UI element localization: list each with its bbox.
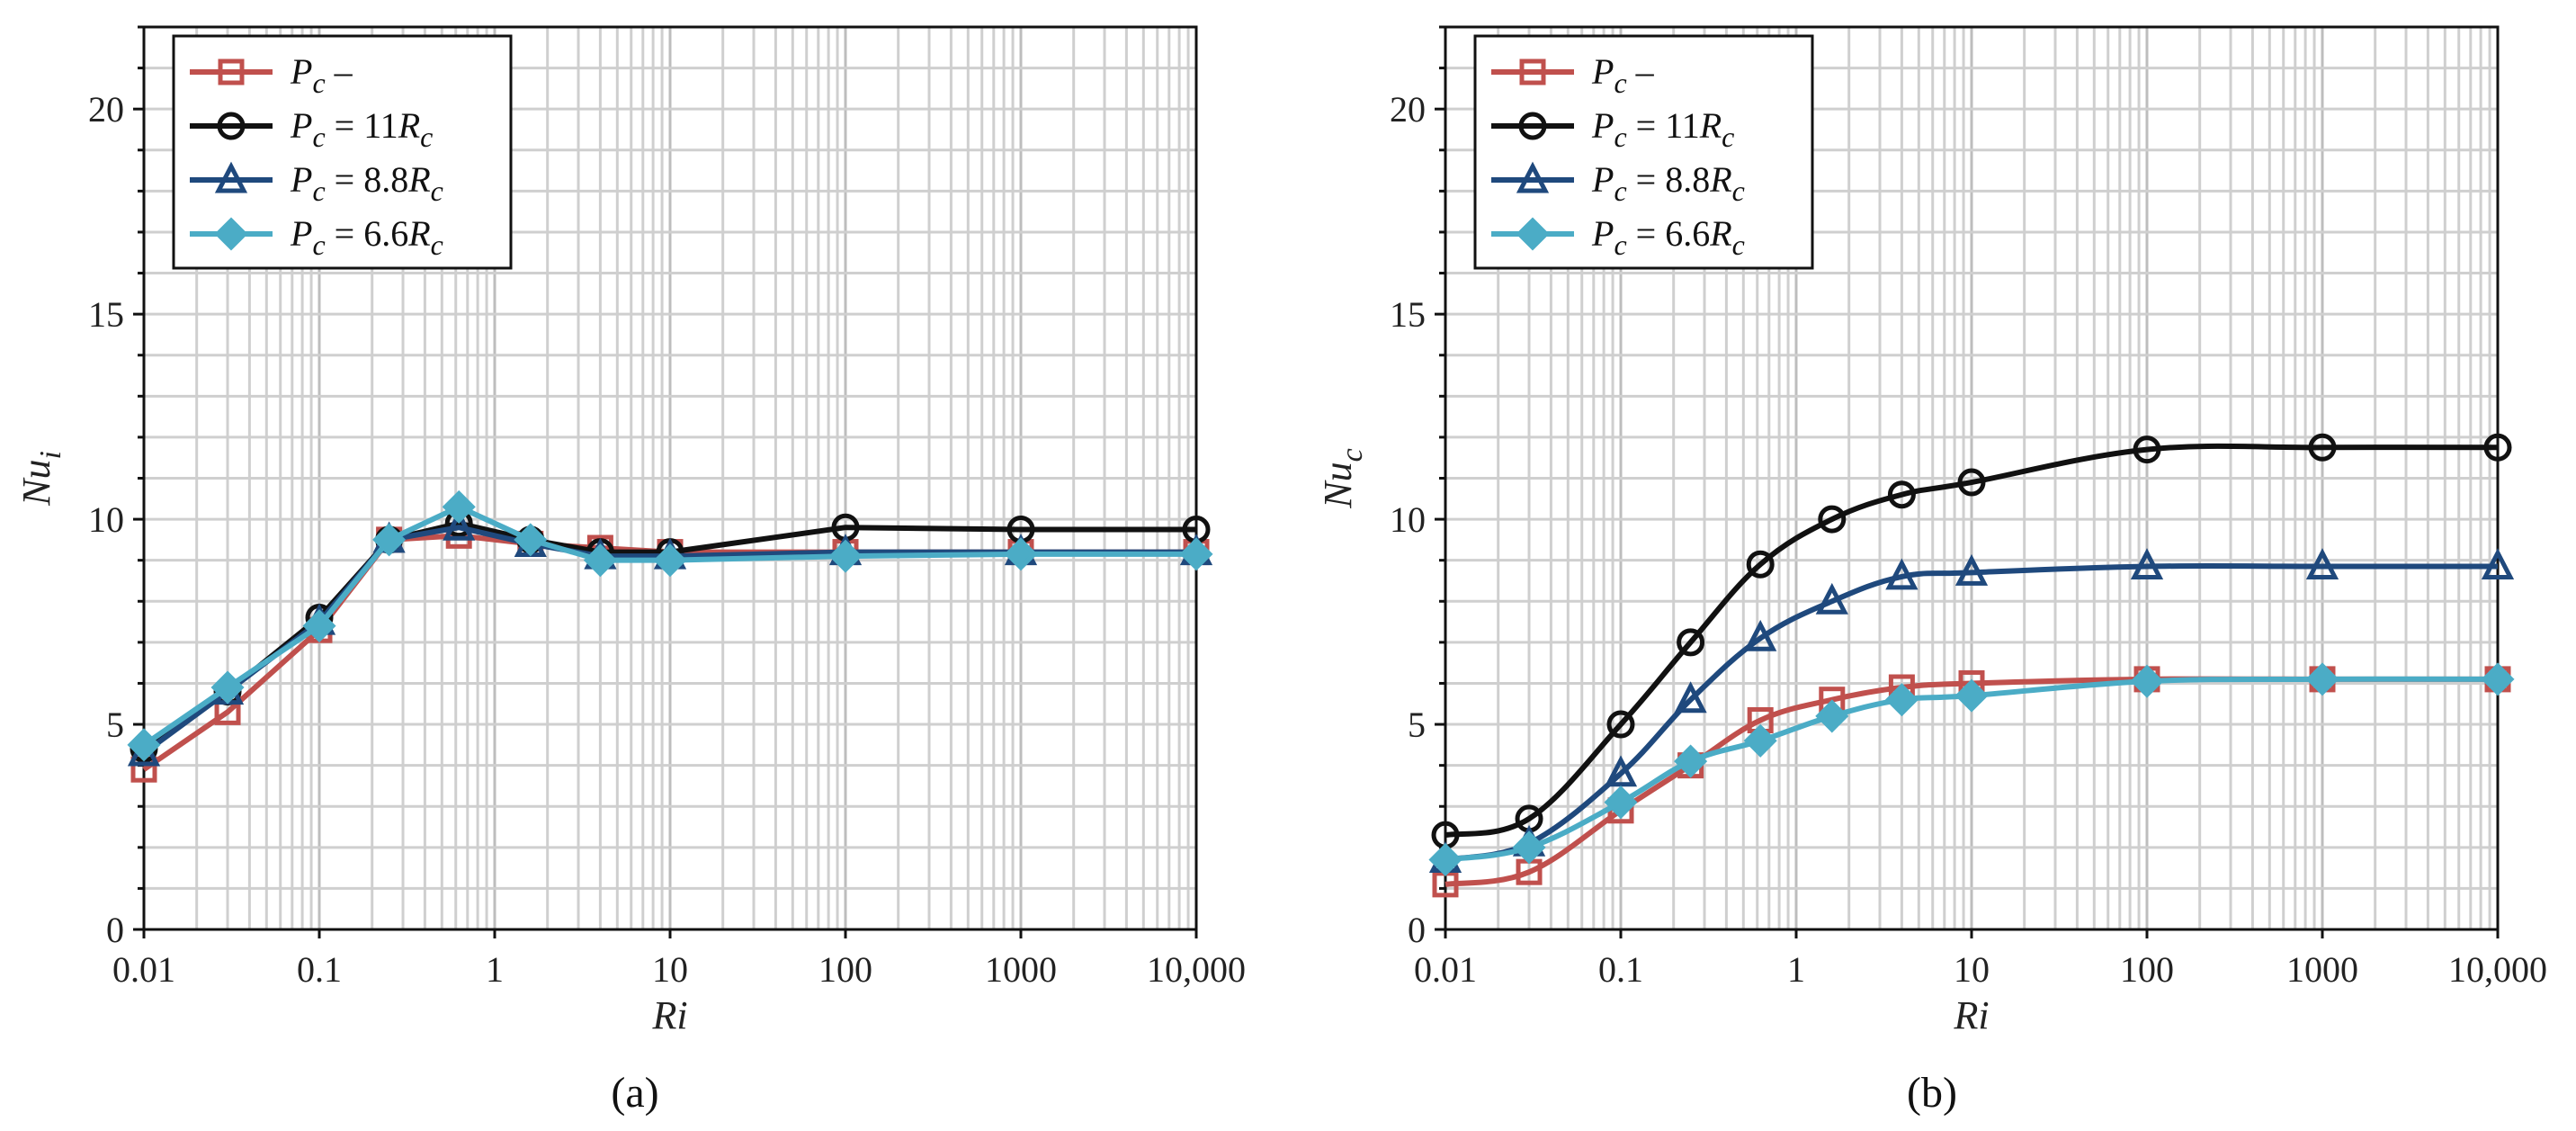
x-tick-label: 1000 <box>985 949 1057 990</box>
legend-marker <box>217 112 246 140</box>
data-point <box>2130 664 2164 698</box>
legend-entry: Pc = 8.8Rc <box>1591 159 1745 207</box>
data-point <box>1954 678 1989 713</box>
legend-entry: Pc = 11Rc <box>290 105 433 153</box>
legend-marker <box>1519 58 1546 85</box>
legend-marker <box>1516 217 1550 251</box>
y-axis-label: Nuc <box>1316 448 1369 508</box>
data-point <box>1512 830 1546 865</box>
data-point <box>2481 548 2515 580</box>
data-point <box>1428 842 1462 877</box>
y-axis-label: Nui <box>14 451 67 507</box>
data-point <box>2308 433 2337 462</box>
data-point <box>1887 480 1916 509</box>
data-point <box>1743 723 1777 758</box>
data-point <box>1674 744 1708 778</box>
chart-panel-b: 0 5 10 15 20 0.01 0.1 1 10 100 1000 10,000 Ri Nuc (b) P… <box>1316 25 2547 1117</box>
y-tick-label: 0 <box>1408 910 1426 950</box>
x-tick-label: 0.01 <box>112 949 175 990</box>
x-tick-label: 10,000 <box>2448 949 2547 990</box>
data-point <box>2305 662 2339 696</box>
legend-entry: Pc = 6.6Rc <box>290 213 443 261</box>
x-axis-label: Ri <box>1953 993 1989 1037</box>
legend-entry: Pc = 11Rc <box>1591 105 1734 153</box>
series-diamond <box>1428 662 2515 877</box>
grid <box>1444 27 2500 929</box>
x-tick-label: 10 <box>652 949 688 990</box>
data-point <box>514 523 548 557</box>
data-point <box>210 670 245 705</box>
data-point <box>2133 435 2161 464</box>
data-point <box>828 539 863 573</box>
data-point <box>1954 553 1989 586</box>
data-point <box>372 523 407 557</box>
legend-entry: Pc = 8.8Rc <box>290 159 443 207</box>
series-line <box>1445 443 2499 839</box>
data-point <box>1604 785 1638 820</box>
y-tick-label: 20 <box>1390 89 1426 130</box>
y-tick-label: 10 <box>1390 499 1426 540</box>
data-point <box>1884 683 1919 717</box>
data-point <box>1815 699 1849 733</box>
legend-marker <box>218 58 245 85</box>
x-tick-label: 100 <box>818 949 872 990</box>
data-point <box>442 489 476 524</box>
data-point <box>1604 755 1638 787</box>
data-point <box>1606 710 1635 739</box>
y-tick-label: 15 <box>1390 294 1426 335</box>
data-point <box>2481 662 2515 696</box>
x-tick-label: 1 <box>486 949 504 990</box>
data-point <box>583 543 617 578</box>
y-tick-label: 20 <box>88 89 124 130</box>
data-point <box>1677 628 1705 657</box>
legend-entry: Pc – <box>1591 51 1655 99</box>
y-tick-label: 0 <box>106 910 124 950</box>
legend-marker <box>1518 112 1547 140</box>
data-point <box>1957 468 1986 497</box>
data-point <box>2305 548 2339 580</box>
legend-entry: Pc = 6.6Rc <box>1591 213 1745 261</box>
y-tick-label: 10 <box>88 499 124 540</box>
legend-entry: Pc – <box>290 51 353 99</box>
x-axis-label: Ri <box>651 993 687 1037</box>
panel-label: (a) <box>611 1069 658 1117</box>
data-point <box>1746 550 1775 579</box>
data-point <box>1815 582 1848 615</box>
legend-marker <box>1516 161 1550 193</box>
series-line <box>1445 676 2499 863</box>
data-point <box>1818 505 1847 534</box>
data-point <box>1744 619 1777 651</box>
x-tick-label: 0.1 <box>1598 949 1643 990</box>
chart-panel-a: 0 5 10 15 20 0.01 0.1 1 10 100 1000 10,000 Ri Nui (a) P… <box>14 25 1246 1117</box>
data-point <box>2483 433 2512 462</box>
series-diamond <box>127 489 1213 762</box>
series-line <box>1445 562 2498 863</box>
panel-label: (b) <box>1907 1069 1957 1117</box>
data-point <box>443 508 476 541</box>
data-point <box>127 728 161 762</box>
x-tick-label: 0.01 <box>1414 949 1477 990</box>
x-tick-label: 1000 <box>2286 949 2358 990</box>
data-point <box>2130 548 2164 580</box>
legend: Pc – Pc = 11Rc Pc = 8.8Rc Pc = 6.6Rc <box>1473 34 1814 270</box>
data-point <box>1885 558 1919 590</box>
data-point <box>1674 681 1707 714</box>
x-tick-label: 0.1 <box>297 949 342 990</box>
legend-marker <box>214 161 248 193</box>
data-point <box>1179 537 1213 571</box>
y-tick-label: 5 <box>106 705 124 745</box>
y-tick-label: 5 <box>1408 705 1426 745</box>
x-tick-label: 10 <box>1954 949 1990 990</box>
x-tick-label: 100 <box>2120 949 2174 990</box>
data-point <box>1004 537 1038 571</box>
x-tick-label: 10,000 <box>1147 949 1246 990</box>
legend: Pc – Pc = 11Rc Pc = 8.8Rc Pc = 6.6Rc <box>172 34 513 270</box>
x-tick-label: 1 <box>1787 949 1805 990</box>
y-tick-label: 15 <box>88 294 124 335</box>
data-point <box>653 543 687 578</box>
legend-marker <box>214 217 248 251</box>
data-point <box>302 609 336 643</box>
